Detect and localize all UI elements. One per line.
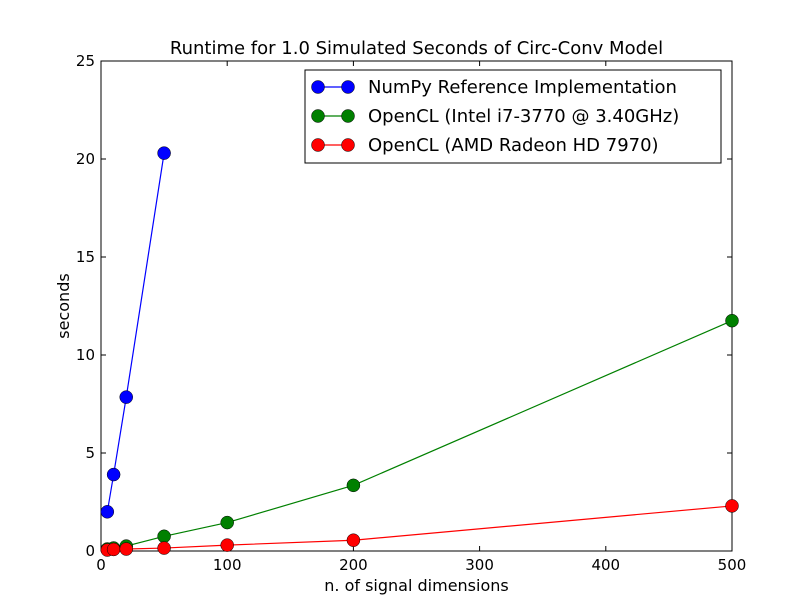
x-tick-label: 100 (213, 556, 242, 574)
data-point (106, 467, 121, 482)
x-tick-label: 500 (718, 556, 747, 574)
legend-box (304, 69, 722, 164)
legend-label: NumPy Reference Implementation (368, 77, 677, 98)
legend-marker (341, 109, 355, 123)
x-tick-label: 200 (339, 556, 368, 574)
axis-ticks: 0 100 200 300 400 500 0 5 10 15 20 25 (76, 52, 746, 574)
legend: NumPy Reference Implementation OpenCL (In… (304, 69, 722, 164)
legend-marker (341, 138, 355, 152)
data-point (106, 542, 121, 557)
y-tick-label: 25 (76, 52, 95, 70)
series-points (100, 146, 739, 557)
data-point (220, 538, 234, 552)
data-point (346, 533, 361, 547)
data-point (119, 542, 133, 556)
data-point (220, 515, 234, 530)
data-point (157, 541, 171, 555)
legend-label: OpenCL (Intel i7-3770 @ 3.40GHz) (368, 106, 679, 127)
legend-marker (311, 109, 325, 123)
legend-label: OpenCL (AMD Radeon HD 7970) (368, 135, 659, 156)
data-point (119, 390, 133, 404)
data-point (100, 505, 115, 519)
y-tick-label: 20 (76, 150, 95, 168)
legend-marker (311, 80, 325, 94)
legend-marker (341, 80, 355, 94)
legend-marker (311, 138, 325, 152)
series-line (106, 153, 165, 512)
y-tick-label: 10 (76, 346, 95, 364)
data-point (725, 499, 739, 513)
y-tick-label: 15 (76, 248, 95, 266)
x-tick-label: 0 (96, 556, 106, 574)
data-point (157, 146, 171, 160)
chart-title: Runtime for 1.0 Simulated Seconds of Cir… (170, 38, 663, 59)
y-axis-label: seconds (54, 273, 73, 338)
y-tick-label: 0 (85, 542, 95, 560)
y-tick-label: 5 (85, 444, 95, 462)
data-point (725, 313, 739, 328)
x-axis-label: n. of signal dimensions (324, 576, 508, 595)
x-tick-label: 300 (465, 556, 494, 574)
data-point (346, 478, 361, 493)
data-point (157, 529, 171, 544)
x-tick-label: 400 (591, 556, 620, 574)
